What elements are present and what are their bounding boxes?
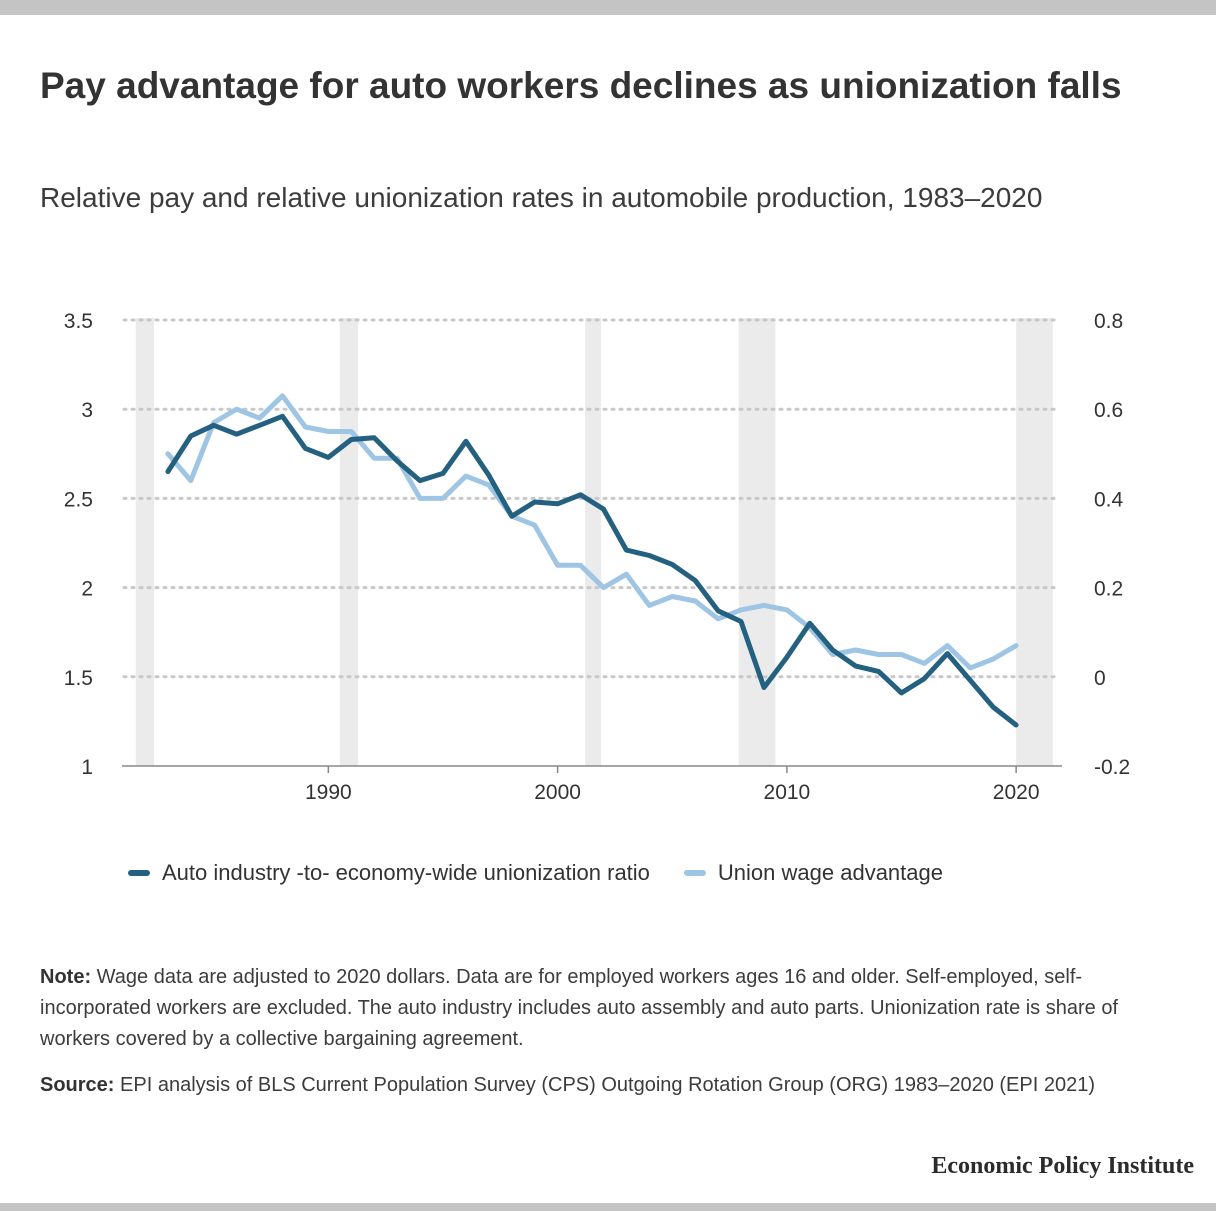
source: Source: EPI analysis of BLS Current Popu… <box>40 1070 1180 1101</box>
recession-band-2 <box>585 318 602 766</box>
x-tick-label: 1990 <box>305 781 352 804</box>
line-chart: 1 1.5 2 2.5 3 3.5 -0.2 0 0.2 0.4 0.6 0.8 1990 2000 201… <box>64 310 1130 804</box>
y-left-tick-label: 2.5 <box>64 488 93 511</box>
page-subtitle: Relative pay and relative unionization r… <box>40 182 1043 213</box>
y-left-tick-label: 2 <box>81 578 93 601</box>
y-left-tick-label: 3.5 <box>64 310 93 333</box>
y-left-tick-label: 1 <box>81 756 93 779</box>
x-tick-label: 2020 <box>993 781 1040 804</box>
y-right-tick-label: 0 <box>1094 667 1106 690</box>
source-text: EPI analysis of BLS Current Population S… <box>120 1074 1095 1096</box>
note-text: Wage data are adjusted to 2020 dollars. … <box>40 966 1119 1050</box>
recession-band-0 <box>135 318 155 766</box>
recession-band-4 <box>1016 318 1053 766</box>
legend-swatch-unionization-ratio <box>128 870 150 876</box>
note: Note: Wage data are adjusted to 2020 dol… <box>40 962 1180 1055</box>
axes: 1 1.5 2 2.5 3 3.5 -0.2 0 0.2 0.4 0.6 0.8 1990 2000 201… <box>64 310 1130 804</box>
legend-label-wage-advantage: Union wage advantage <box>717 860 943 885</box>
legend-label-unionization-ratio: Auto industry -to- economy-wide unioniza… <box>162 860 650 885</box>
bottom-border <box>0 1203 1216 1211</box>
top-border <box>0 0 1216 15</box>
source-label: Source: <box>40 1074 115 1096</box>
y-right-tick-label: 0.8 <box>1094 310 1123 333</box>
y-left-tick-label: 3 <box>81 399 93 422</box>
legend-swatch-wage-advantage <box>683 870 706 876</box>
x-tick-label: 2000 <box>534 781 581 804</box>
recession-bands <box>135 318 1053 766</box>
recession-band-1 <box>339 318 359 766</box>
x-tick-label: 2010 <box>764 781 811 804</box>
series-line-unionization-ratio <box>165 413 1019 728</box>
series-line-wage-advantage <box>165 393 1019 671</box>
legend: Auto industry -to- economy-wide unioniza… <box>128 860 977 886</box>
y-right-tick-label: 0.2 <box>1094 578 1123 601</box>
y-right-tick-label: -0.2 <box>1094 756 1130 779</box>
note-label: Note: <box>40 966 92 988</box>
y-left-tick-label: 1.5 <box>64 667 93 690</box>
recession-band-3 <box>738 318 776 766</box>
legend-item-wage-advantage[interactable]: Union wage advantage <box>683 860 943 886</box>
y-right-tick-label: 0.4 <box>1094 488 1124 511</box>
y-right-tick-label: 0.6 <box>1094 399 1123 422</box>
series-lines <box>165 393 1019 728</box>
page-title: Pay advantage for auto workers declines … <box>40 65 1122 106</box>
legend-item-unionization-ratio[interactable]: Auto industry -to- economy-wide unioniza… <box>128 860 650 886</box>
brand-logo: Economic Policy Institute <box>931 1153 1194 1179</box>
